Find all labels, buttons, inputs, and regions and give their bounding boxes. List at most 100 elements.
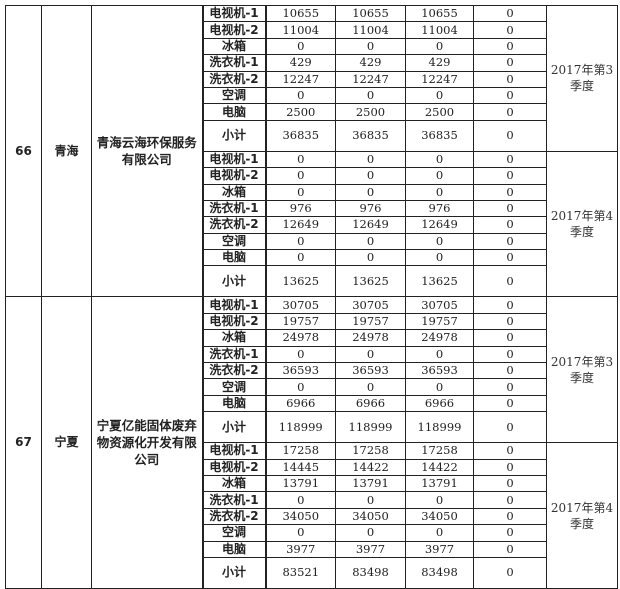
item-name: 电视机-1 — [201, 296, 267, 314]
value-d: 0 — [473, 378, 547, 396]
item-name: 洗衣机-2 — [201, 507, 267, 526]
value-b: 976 — [335, 199, 406, 218]
value-a: 83521 — [265, 556, 336, 589]
value-a: 24978 — [265, 329, 336, 347]
value-c: 0 — [405, 491, 474, 509]
value-d: 0 — [473, 329, 547, 347]
company-name: 宁夏亿能固体废弃物资源化开发有限公司 — [91, 296, 203, 589]
table-row: 电脑 2500 2500 2500 0 — [6, 103, 618, 121]
subtotal-row: 小计 36835 36835 36835 0 — [6, 119, 618, 152]
value-b: 14422 — [335, 458, 406, 476]
value-b: 2500 — [335, 103, 406, 121]
item-name: 空调 — [201, 378, 267, 396]
value-c: 30705 — [405, 296, 474, 314]
value-a: 0 — [265, 37, 336, 56]
value-c: 13625 — [405, 265, 474, 298]
period-label: 2017年第3季度 — [546, 5, 618, 152]
value-c: 0 — [405, 150, 474, 169]
item-name: 冰箱 — [201, 329, 267, 347]
value-b: 0 — [335, 249, 406, 267]
value-d: 0 — [473, 103, 547, 121]
value-d: 0 — [473, 199, 547, 218]
value-b: 12247 — [335, 70, 406, 88]
value-b: 3977 — [335, 540, 406, 558]
item-name: 空调 — [201, 86, 267, 105]
value-d: 0 — [473, 183, 547, 201]
value-a: 14445 — [265, 458, 336, 476]
table-row: 电脑 3977 3977 3977 0 — [6, 540, 618, 558]
value-b: 0 — [335, 524, 406, 542]
value-a: 10655 — [265, 4, 336, 23]
value-a: 17258 — [265, 442, 336, 460]
value-a: 13625 — [265, 265, 336, 298]
item-name: 电视机-1 — [201, 4, 267, 23]
value-b: 19757 — [335, 312, 406, 331]
item-name: 小计 — [201, 119, 267, 152]
value-d: 0 — [473, 540, 547, 558]
value-a: 429 — [265, 54, 336, 72]
value-a: 0 — [265, 183, 336, 201]
value-c: 0 — [405, 37, 474, 56]
item-name: 洗衣机-2 — [201, 362, 267, 380]
value-d: 0 — [473, 54, 547, 72]
value-c: 19757 — [405, 312, 474, 331]
period-label: 2017年第4季度 — [546, 150, 618, 298]
value-a: 0 — [265, 491, 336, 509]
value-d: 0 — [473, 167, 547, 185]
table-row: 电视机-2 11004 11004 11004 0 — [6, 21, 618, 39]
value-a: 976 — [265, 199, 336, 218]
table-row: 电脑 0 0 0 0 — [6, 249, 618, 267]
value-b: 13791 — [335, 474, 406, 493]
value-b: 0 — [335, 37, 406, 56]
value-a: 34050 — [265, 507, 336, 526]
item-name: 冰箱 — [201, 37, 267, 56]
value-c: 12247 — [405, 70, 474, 88]
value-d: 0 — [473, 21, 547, 39]
value-b: 34050 — [335, 507, 406, 526]
subsidy-table: 66 青海 青海云海环保服务有限公司 电视机-1 10655 10655 10655 0 201… — [5, 4, 618, 589]
value-d: 0 — [473, 86, 547, 105]
value-b: 0 — [335, 345, 406, 364]
value-c: 976 — [405, 199, 474, 218]
entry-number: 67 — [5, 296, 42, 589]
province: 青海 — [41, 4, 92, 298]
value-d: 0 — [473, 411, 547, 444]
item-name: 电视机-1 — [201, 442, 267, 460]
value-b: 0 — [335, 491, 406, 509]
value-c: 0 — [405, 167, 474, 185]
value-d: 0 — [473, 296, 547, 314]
value-d: 0 — [473, 442, 547, 460]
value-b: 118999 — [335, 411, 406, 444]
period-label: 2017年第3季度 — [546, 296, 618, 444]
value-d: 0 — [473, 312, 547, 331]
table-row: 电视机-1 17258 17258 17258 0 2017年第4季度 — [6, 442, 618, 589]
value-a: 2500 — [265, 103, 336, 121]
item-name: 冰箱 — [201, 474, 267, 493]
value-b: 12649 — [335, 216, 406, 234]
value-c: 14422 — [405, 458, 474, 476]
item-name: 小计 — [201, 411, 267, 444]
value-b: 6966 — [335, 394, 406, 413]
item-name: 电视机-1 — [201, 150, 267, 169]
table-row: 空调 0 0 0 0 — [6, 524, 618, 542]
value-d: 0 — [473, 345, 547, 364]
item-name: 电视机-2 — [201, 312, 267, 331]
value-a: 0 — [265, 167, 336, 185]
item-name: 洗衣机-1 — [201, 54, 267, 72]
value-d: 0 — [473, 507, 547, 526]
value-b: 30705 — [335, 296, 406, 314]
value-b: 24978 — [335, 329, 406, 347]
value-b: 17258 — [335, 442, 406, 460]
value-a: 0 — [265, 524, 336, 542]
value-d: 0 — [473, 232, 547, 251]
value-c: 13791 — [405, 474, 474, 493]
item-name: 电脑 — [201, 103, 267, 121]
value-c: 34050 — [405, 507, 474, 526]
item-name: 洗衣机-2 — [201, 216, 267, 234]
item-name: 洗衣机-1 — [201, 345, 267, 364]
item-name: 电脑 — [201, 394, 267, 413]
value-a: 12247 — [265, 70, 336, 88]
value-a: 0 — [265, 86, 336, 105]
value-a: 0 — [265, 249, 336, 267]
value-a: 6966 — [265, 394, 336, 413]
